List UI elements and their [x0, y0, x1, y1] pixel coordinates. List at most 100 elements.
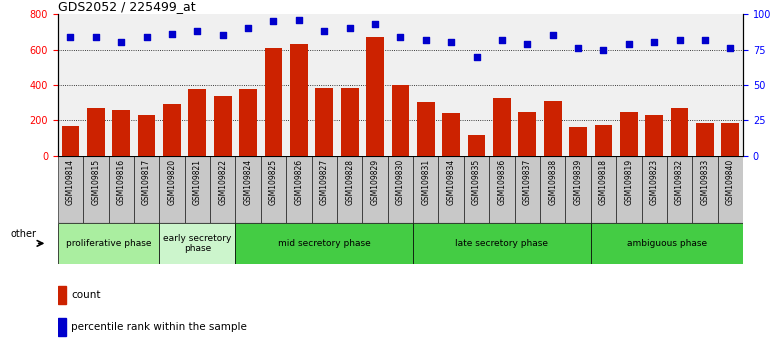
Bar	[467, 135, 485, 156]
Text: GSM109827: GSM109827	[320, 159, 329, 205]
Text: GSM109825: GSM109825	[269, 159, 278, 205]
Point	[318, 28, 330, 34]
Point	[394, 34, 407, 40]
Text: percentile rank within the sample: percentile rank within the sample	[72, 322, 247, 332]
Bar	[58, 223, 159, 264]
Point	[547, 33, 559, 38]
Bar	[620, 112, 638, 156]
Bar	[159, 156, 185, 223]
Bar	[692, 156, 718, 223]
Text: count: count	[72, 290, 101, 300]
Text: GSM109839: GSM109839	[574, 159, 583, 205]
Bar	[417, 102, 434, 156]
Bar	[185, 156, 210, 223]
Text: GSM109836: GSM109836	[497, 159, 507, 205]
Bar	[58, 286, 66, 304]
Bar	[236, 156, 261, 223]
Bar	[265, 48, 283, 156]
Bar	[112, 110, 130, 156]
Point	[293, 17, 305, 23]
Text: GSM109834: GSM109834	[447, 159, 456, 205]
Text: GSM109835: GSM109835	[472, 159, 481, 205]
Point	[191, 28, 203, 34]
Text: GSM109814: GSM109814	[66, 159, 75, 205]
Point	[166, 31, 178, 37]
Bar	[62, 126, 79, 156]
Point	[64, 34, 76, 40]
Bar	[413, 156, 438, 223]
Point	[521, 41, 534, 47]
Bar	[514, 156, 540, 223]
Bar	[591, 223, 743, 264]
Bar	[565, 156, 591, 223]
Bar	[83, 156, 109, 223]
Text: other: other	[11, 229, 36, 239]
Point	[598, 47, 610, 52]
Bar	[489, 156, 514, 223]
Text: GSM109822: GSM109822	[218, 159, 227, 205]
Bar	[438, 156, 464, 223]
Text: late secretory phase: late secretory phase	[455, 239, 548, 248]
Text: GSM109821: GSM109821	[192, 159, 202, 205]
Bar	[413, 223, 591, 264]
Bar	[341, 88, 359, 156]
Text: GSM109816: GSM109816	[117, 159, 126, 205]
Point	[470, 54, 483, 59]
Point	[343, 25, 356, 31]
Bar	[286, 156, 312, 223]
Bar	[236, 223, 413, 264]
Point	[369, 21, 381, 27]
Text: GSM109829: GSM109829	[370, 159, 380, 205]
Bar	[718, 156, 743, 223]
Point	[216, 33, 229, 38]
Text: GSM109840: GSM109840	[726, 159, 735, 205]
Text: GSM109831: GSM109831	[421, 159, 430, 205]
Bar	[540, 156, 565, 223]
Bar	[363, 156, 388, 223]
Bar	[544, 101, 561, 156]
Text: GDS2052 / 225499_at: GDS2052 / 225499_at	[58, 0, 196, 13]
Text: GSM109815: GSM109815	[92, 159, 100, 205]
Point	[242, 25, 254, 31]
Bar	[641, 156, 667, 223]
Bar	[312, 156, 337, 223]
Point	[267, 18, 280, 24]
Bar	[337, 156, 363, 223]
Bar	[87, 108, 105, 156]
Point	[140, 34, 152, 40]
Text: GSM109818: GSM109818	[599, 159, 608, 205]
Bar	[290, 44, 308, 156]
Bar	[391, 85, 410, 156]
Point	[623, 41, 635, 47]
Bar	[721, 123, 739, 156]
Bar	[616, 156, 641, 223]
Text: ambiguous phase: ambiguous phase	[627, 239, 707, 248]
Bar	[594, 125, 612, 156]
Text: early secretory
phase: early secretory phase	[163, 234, 232, 253]
Point	[89, 34, 102, 40]
Point	[699, 37, 711, 42]
Point	[115, 40, 127, 45]
Bar	[138, 115, 156, 156]
Text: GSM109832: GSM109832	[675, 159, 684, 205]
Text: GSM109823: GSM109823	[650, 159, 658, 205]
Bar	[493, 98, 511, 156]
Text: proliferative phase: proliferative phase	[65, 239, 151, 248]
Bar	[645, 115, 663, 156]
Bar	[316, 88, 333, 156]
Bar	[366, 37, 384, 156]
Bar	[159, 223, 236, 264]
Bar	[163, 104, 181, 156]
Bar	[464, 156, 489, 223]
Bar	[109, 156, 134, 223]
Bar	[518, 112, 536, 156]
Point	[674, 37, 686, 42]
Point	[572, 45, 584, 51]
Bar	[134, 156, 159, 223]
Point	[420, 37, 432, 42]
Bar	[388, 156, 413, 223]
Point	[648, 40, 661, 45]
Point	[496, 37, 508, 42]
Text: GSM109826: GSM109826	[294, 159, 303, 205]
Bar	[239, 88, 257, 156]
